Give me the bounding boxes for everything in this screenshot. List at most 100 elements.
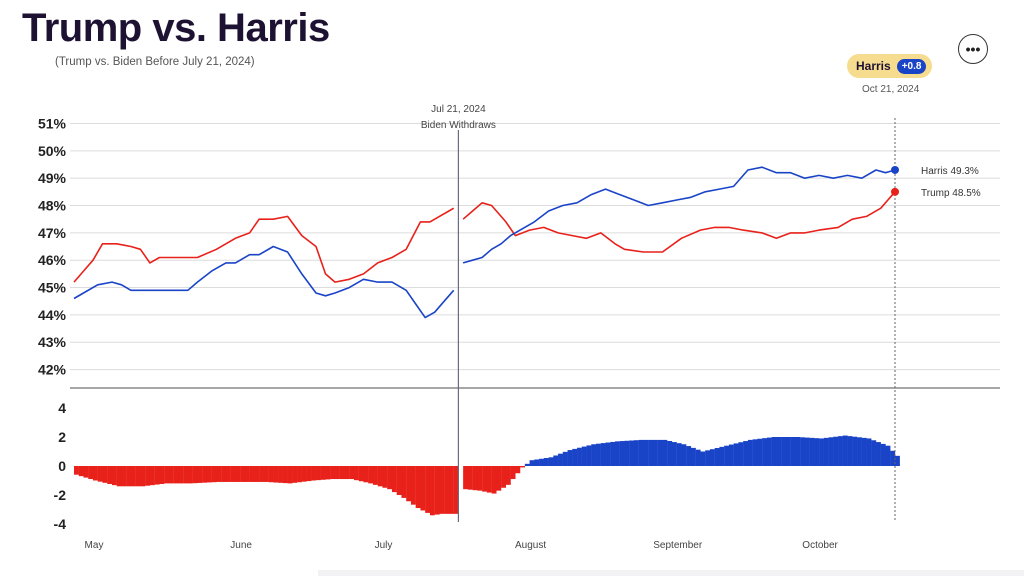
spread-bar	[472, 466, 478, 491]
y-tick-label: 49%	[38, 170, 67, 186]
spread-bar	[282, 466, 288, 484]
spread-bar	[662, 439, 668, 466]
spread-bar	[268, 466, 274, 483]
spread-bar	[643, 439, 649, 466]
series-endpoint-harris	[891, 165, 899, 174]
spread-bar	[448, 466, 454, 514]
spread-bar	[339, 466, 345, 480]
spread-bar	[382, 466, 388, 488]
series-endpoint-trump	[891, 187, 899, 196]
spread-bar	[121, 466, 127, 487]
spread-bar	[714, 448, 720, 466]
spread-bar	[785, 437, 791, 466]
spread-bar	[776, 437, 782, 466]
spread-bar	[88, 466, 94, 480]
spread-bar	[135, 466, 141, 487]
spread-bar	[491, 466, 497, 494]
spread-bar	[387, 466, 393, 490]
spread-bar	[467, 466, 473, 490]
spread-bar	[890, 450, 896, 466]
spread-bar	[83, 466, 89, 478]
spread-bar	[766, 437, 772, 466]
y-tick-label: 44%	[38, 307, 67, 323]
spread-bar	[638, 439, 644, 466]
spread-bar	[278, 466, 283, 483]
page-title: Trump vs. Harris	[22, 6, 330, 50]
spread-bar	[885, 445, 891, 466]
spread-bar	[515, 466, 521, 474]
spread-bar	[439, 466, 445, 514]
spread-bar	[586, 445, 592, 466]
spread-bar	[221, 466, 227, 482]
spread-bar	[648, 439, 654, 466]
spread-bar	[401, 466, 407, 498]
spread-tick-label: 4	[58, 400, 66, 416]
spread-bar	[629, 440, 635, 466]
x-tick-label: September	[653, 540, 703, 551]
spread-bar	[548, 457, 554, 466]
x-tick-label: October	[802, 540, 838, 551]
y-tick-label: 46%	[38, 252, 67, 268]
spread-bar	[330, 466, 336, 480]
spread-bar	[240, 466, 245, 482]
spread-bar	[463, 466, 469, 490]
spread-bar	[724, 445, 730, 466]
spread-bar	[477, 466, 483, 491]
y-tick-label: 48%	[38, 198, 67, 214]
spread-bar	[311, 466, 317, 481]
spread-bar	[249, 466, 255, 482]
more-options-button[interactable]: •••	[958, 34, 988, 64]
spread-bar	[434, 466, 440, 515]
spread-bar	[505, 466, 511, 485]
spread-bar	[728, 444, 734, 466]
spread-bar	[273, 466, 279, 483]
series-line-trump	[73, 207, 455, 283]
spread-bar	[183, 466, 189, 484]
spread-bar	[97, 466, 103, 482]
spread-bar	[880, 443, 886, 466]
y-tick-label: 43%	[38, 334, 67, 350]
spread-bar	[558, 453, 563, 466]
leader-badge: Harris +0.8	[847, 54, 933, 78]
spread-bar	[743, 441, 749, 466]
spread-bar	[861, 437, 867, 466]
spread-bar	[292, 466, 298, 483]
spread-bar	[709, 449, 715, 466]
spread-bar	[695, 449, 701, 466]
spread-bar	[520, 466, 525, 468]
leader-date: Oct 21, 2024	[862, 84, 920, 95]
series-end-label-harris: Harris 49.3%	[921, 166, 979, 177]
spread-bar	[895, 455, 900, 466]
spread-bar	[206, 466, 212, 483]
spread-bar	[344, 466, 350, 480]
x-tick-label: May	[85, 540, 104, 551]
spread-bar	[529, 460, 535, 466]
spread-bar	[92, 466, 98, 481]
spread-bar	[676, 443, 682, 466]
spread-bar	[804, 437, 810, 466]
spread-bar	[410, 466, 416, 505]
spread-bar	[719, 446, 725, 466]
spread-bar	[591, 444, 597, 466]
series-line-harris	[462, 166, 896, 264]
spread-bar	[795, 437, 801, 466]
spread-bar	[116, 466, 122, 487]
spread-bar	[306, 466, 312, 482]
spread-bar	[605, 442, 611, 466]
spread-bar	[624, 440, 630, 466]
spread-bar	[852, 436, 858, 466]
spread-bar	[610, 441, 616, 466]
spread-bar	[567, 450, 573, 466]
spread-bar	[482, 466, 488, 492]
spread-bar	[747, 439, 753, 466]
spread-bar	[633, 440, 639, 466]
spread-bar	[107, 466, 113, 484]
spread-bar	[800, 437, 805, 466]
y-tick-label: 47%	[38, 225, 67, 241]
y-tick-label: 45%	[38, 280, 67, 296]
spread-bar	[178, 466, 184, 484]
page-subtitle: (Trump vs. Biden Before July 21, 2024)	[55, 56, 255, 68]
spread-bar	[140, 466, 146, 487]
spread-bar	[425, 466, 431, 513]
